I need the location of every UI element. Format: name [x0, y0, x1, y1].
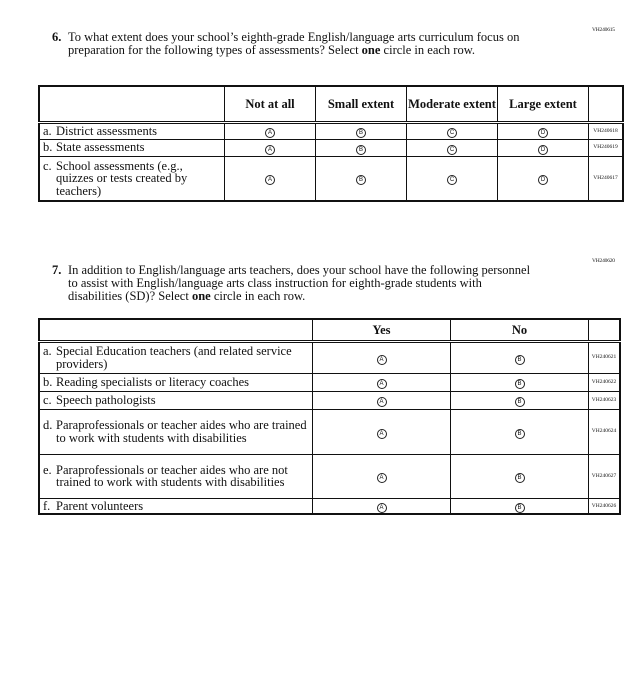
column-header: Small extent — [315, 85, 407, 124]
row-label: d. Paraprofessionals or teacher aides who… — [38, 408, 313, 455]
response-bubble[interactable]: B — [356, 175, 366, 186]
row-text: Speech pathologists — [56, 392, 156, 407]
q7-code: VH240620 — [592, 258, 615, 264]
table-row: a. Special Education teachers (and relate… — [38, 340, 621, 374]
row-code: VH240619 — [588, 138, 624, 157]
response-bubble[interactable]: D — [538, 128, 548, 138]
q7-table: Yes No a. Special Education teachers (and r… — [38, 318, 621, 515]
response-bubble[interactable]: A — [265, 144, 275, 155]
row-code: VH240621 — [588, 340, 621, 374]
row-text: Reading specialists or literacy coaches — [56, 374, 249, 389]
response-bubble[interactable]: A — [376, 379, 387, 389]
row-letter: c. — [43, 158, 52, 173]
row-letter: d. — [43, 418, 53, 432]
response-bubble[interactable]: A — [376, 502, 387, 513]
response-bubble[interactable]: C — [447, 128, 457, 138]
q7-text: In addition to English/language arts tea… — [68, 263, 531, 303]
row-label: e. Paraprofessionals or teacher aides who… — [38, 453, 313, 499]
row-letter: a. — [43, 344, 52, 358]
response-bubble[interactable]: B — [356, 144, 366, 155]
q6-table: Not at all Small extent Moderate extent Lar… — [38, 85, 624, 202]
row-text: School assessments (e.g., quizzes or tes… — [56, 158, 188, 198]
table-row: d. Paraprofessionals or teacher aides who… — [38, 408, 621, 455]
response-bubble[interactable]: B — [356, 128, 366, 138]
row-label: c. School assessments (e.g., quizzes or t… — [38, 155, 225, 202]
row-text: District assessments — [56, 123, 158, 138]
response-bubble[interactable]: A — [265, 128, 275, 138]
column-header: Moderate extent — [406, 85, 498, 124]
response-bubble[interactable]: A — [376, 428, 387, 439]
response-bubble[interactable]: C — [447, 175, 457, 186]
column-header: Yes — [312, 318, 451, 343]
row-code: VH240618 — [588, 121, 624, 140]
q7-bold: one — [191, 289, 211, 303]
row-label: c. Speech pathologists — [38, 390, 313, 410]
header-code-blank — [588, 318, 621, 343]
column-header: Large extent — [497, 85, 589, 124]
response-bubble[interactable]: C — [447, 144, 457, 155]
table-row: b. Reading specialists or literacy coache… — [38, 372, 621, 392]
column-header: No — [450, 318, 589, 343]
row-label: a. Special Education teachers (and relate… — [38, 340, 313, 374]
response-bubble[interactable]: D — [538, 175, 548, 186]
row-code: VH240622 — [588, 372, 621, 392]
header-blank — [38, 318, 313, 343]
question-6: 6. To what extent does your school’s eig… — [52, 31, 552, 57]
q7-text-end: circle in each row. — [210, 289, 306, 303]
row-letter: c. — [43, 392, 52, 407]
q6-bold: one — [361, 43, 381, 57]
row-text: Parent volunteers — [56, 498, 144, 513]
row-code: VH240617 — [588, 155, 624, 202]
response-bubble[interactable]: A — [376, 473, 387, 483]
row-label: b. State assessments — [38, 138, 225, 157]
response-bubble[interactable]: A — [265, 175, 275, 186]
table-row: b. State assessments A B C D VH240619 — [38, 138, 624, 157]
q6-text-end: circle in each row. — [380, 43, 476, 57]
response-bubble[interactable]: D — [538, 144, 548, 155]
response-bubble[interactable]: A — [376, 354, 387, 365]
response-bubble[interactable]: B — [514, 379, 525, 389]
table-row: f. Parent volunteers A B VH240626 — [38, 497, 621, 515]
row-text: State assessments — [56, 140, 145, 155]
q6-code: VH240615 — [592, 27, 615, 33]
q6-text: To what extent does your school’s eighth… — [68, 30, 520, 57]
column-header: Not at all — [224, 85, 316, 124]
response-bubble[interactable]: B — [514, 473, 525, 483]
row-code: VH240627 — [588, 453, 621, 499]
header-blank — [38, 85, 225, 124]
row-code: VH240624 — [588, 408, 621, 455]
row-letter: b. — [43, 374, 53, 389]
row-letter: f. — [43, 498, 51, 513]
row-code: VH240626 — [588, 497, 621, 515]
table-row: a. District assessments A B C D VH240618 — [38, 121, 624, 140]
response-bubble[interactable]: B — [514, 502, 525, 513]
row-text: Paraprofessionals or teacher aides who a… — [56, 462, 288, 489]
response-bubble[interactable]: A — [376, 397, 387, 407]
response-bubble[interactable]: B — [514, 354, 525, 365]
q6-number: 6. — [52, 30, 62, 44]
row-text: Paraprofessionals or teacher aides who a… — [56, 418, 307, 445]
response-bubble[interactable]: B — [514, 397, 525, 407]
table-row: c. Speech pathologists A B VH240623 — [38, 390, 621, 410]
table-row: e. Paraprofessionals or teacher aides who… — [38, 453, 621, 499]
q7-number: 7. — [52, 263, 62, 277]
row-text: Special Education teachers (and related … — [56, 344, 292, 371]
table-row: c. School assessments (e.g., quizzes or t… — [38, 155, 624, 202]
question-7: 7. In addition to English/language arts … — [52, 264, 532, 303]
response-bubble[interactable]: B — [514, 428, 525, 439]
row-letter: a. — [43, 123, 52, 138]
row-letter: e. — [43, 462, 52, 477]
row-letter: b. — [43, 140, 53, 155]
row-code: VH240623 — [588, 390, 621, 410]
row-label: a. District assessments — [38, 121, 225, 140]
row-label: f. Parent volunteers — [38, 497, 313, 515]
row-label: b. Reading specialists or literacy coache… — [38, 372, 313, 392]
header-code-blank — [588, 85, 624, 124]
